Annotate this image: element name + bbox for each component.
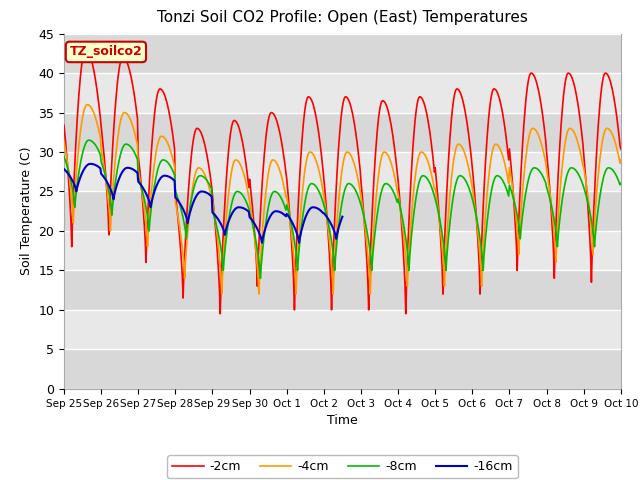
-8cm [257,276,264,281]
-4cm [390,168,397,174]
-4cm [207,192,215,198]
Line: -16cm: -16cm [64,164,342,243]
Bar [64,34,621,73]
-4cm [445,212,452,218]
-8cm [183,227,191,233]
X-axis label: Time: Time [327,414,358,427]
-16cm [113,183,120,189]
-2cm [216,311,224,317]
-8cm [568,165,575,171]
-8cm [85,137,93,143]
-2cm [207,178,215,184]
-4cm [83,102,91,108]
-8cm [445,235,452,241]
-2cm [568,73,575,79]
-16cm [228,210,236,216]
Bar [64,231,621,270]
-8cm [390,189,397,195]
-2cm [82,47,90,52]
-16cm [306,206,314,212]
Text: TZ_soilco2: TZ_soilco2 [70,46,142,59]
Legend: -2cm, -4cm, -8cm, -16cm: -2cm, -4cm, -8cm, -16cm [167,456,518,479]
-16cm [60,166,68,172]
-8cm [207,185,215,191]
Bar [64,349,621,389]
-8cm [335,217,343,223]
Line: -2cm: -2cm [64,49,621,314]
Bar [64,152,621,192]
-2cm [445,160,452,166]
-8cm [60,154,68,159]
-8cm [617,180,625,186]
Line: -4cm: -4cm [64,105,621,294]
-4cm [568,126,575,132]
-16cm [339,214,346,219]
Bar [64,112,621,152]
-16cm [68,177,76,182]
-2cm [335,135,343,141]
Title: Tonzi Soil CO2 Profile: Open (East) Temperatures: Tonzi Soil CO2 Profile: Open (East) Temp… [157,11,528,25]
-2cm [60,122,68,128]
-2cm [183,210,191,216]
-2cm [390,137,397,143]
-2cm [617,146,625,152]
-16cm [235,204,243,210]
-4cm [183,238,191,244]
Bar [64,73,621,112]
Bar [64,192,621,231]
Line: -8cm: -8cm [64,140,621,278]
Y-axis label: Soil Temperature (C): Soil Temperature (C) [20,147,33,276]
Bar [64,270,621,310]
-16cm [258,240,266,246]
-4cm [60,139,68,144]
-16cm [220,226,227,232]
-4cm [218,291,226,297]
-4cm [617,157,625,163]
-16cm [86,161,94,167]
-4cm [335,192,343,197]
Bar [64,310,621,349]
